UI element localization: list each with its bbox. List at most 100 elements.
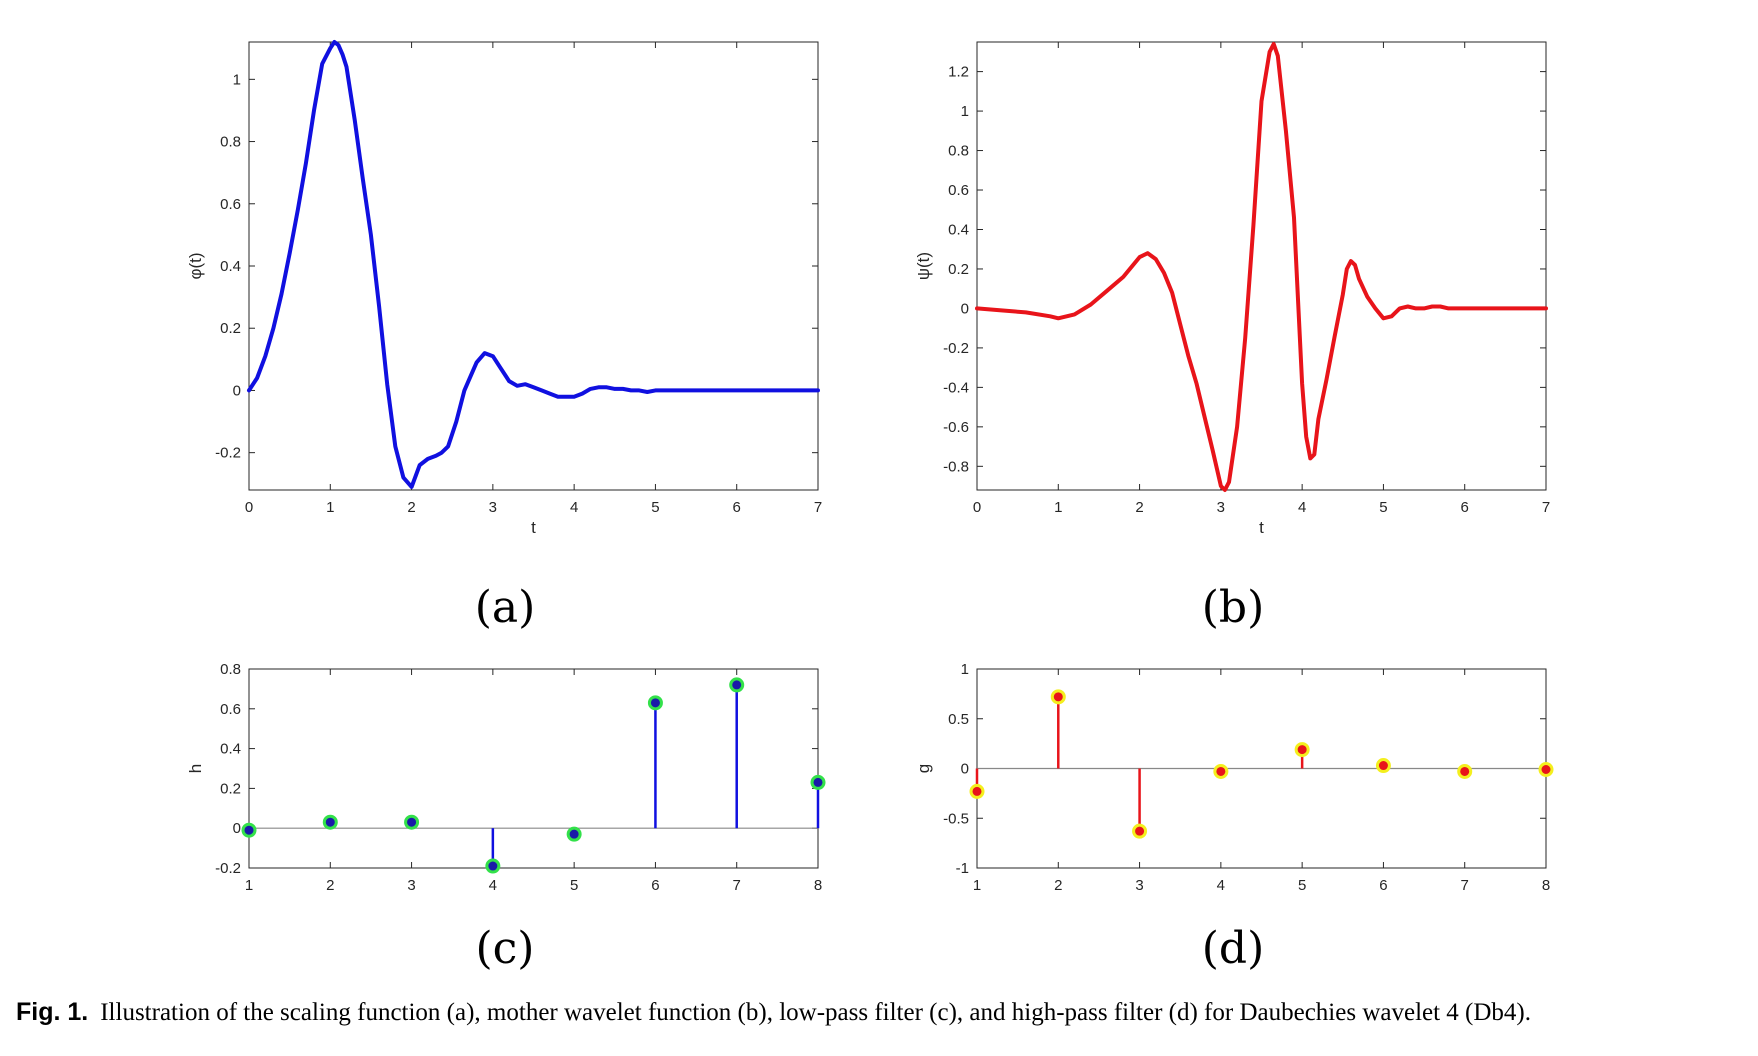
figure-plots: 0 1 2 3 4 5 6 7 -0.2 0 0.2 0.4 0.6 0.8 1 t φ(t) 0 1 2 3 4 5 6 7 -…: [186, 40, 1554, 894]
y-tick-label: 0.5: [948, 711, 969, 728]
panel-label-a: (a): [474, 582, 536, 633]
x-tick-label: 2: [1054, 877, 1062, 894]
stem-marker: [647, 695, 663, 711]
x-tick-label: 7: [1461, 877, 1469, 894]
y-tick-label: -0.2: [215, 445, 241, 462]
x-tick-label: 0: [245, 499, 253, 516]
caption-text: Illustration of the scaling function (a)…: [100, 999, 1532, 1026]
x-tick-label: 7: [814, 499, 822, 516]
stem-marker: [404, 814, 420, 830]
x-tick-label: 5: [651, 499, 659, 516]
stem-marker: [1538, 761, 1554, 777]
x-tick-label: 3: [1217, 499, 1225, 516]
x-tick-label: 2: [1135, 499, 1143, 516]
x-tick-label: 6: [733, 499, 741, 516]
stem-marker: [1132, 823, 1148, 839]
y-axis-label: φ(t): [186, 252, 205, 279]
plot-area-a: [248, 41, 819, 491]
plot-area-c: [248, 668, 819, 869]
chart-b: 0 1 2 3 4 5 6 7 -0.8 -0.6 -0.4 -0.2 0 0.2 0.4 0.6 0.8 1 1.…: [914, 41, 1550, 537]
x-tick-label: 5: [1298, 877, 1306, 894]
y-axis-label: ψ(t): [914, 252, 933, 280]
stem-marker: [566, 826, 582, 842]
y-tick-label: 0: [961, 761, 969, 778]
stem-marker: [729, 677, 745, 693]
y-tick-label: 1: [961, 103, 969, 120]
y-tick-label: 1: [233, 71, 241, 88]
y-tick-label: 0.8: [220, 661, 241, 678]
stem-marker: [1375, 758, 1391, 774]
x-tick-label: 2: [326, 877, 334, 894]
series-line-b: [975, 42, 1548, 492]
stem-marker: [810, 774, 826, 790]
y-tick-label: -0.8: [943, 458, 969, 475]
x-tick-label: 0: [973, 499, 981, 516]
panel-label-d: (d): [1201, 923, 1265, 974]
x-axis-label: t: [531, 518, 536, 537]
x-tick-label: 4: [1217, 877, 1225, 894]
x-tick-label: 1: [245, 877, 253, 894]
x-tick-label: 7: [1542, 499, 1550, 516]
y-axis-label: g: [914, 764, 933, 773]
x-tick-label: 4: [489, 877, 497, 894]
stem-marker: [322, 814, 338, 830]
chart-d: 1 2 3 4 5 6 7 8 -1 -0.5 0 0.5 1 g: [914, 661, 1554, 894]
y-tick-label: 0.4: [220, 258, 241, 275]
x-tick-label: 3: [489, 499, 497, 516]
y-tick-label: -0.4: [943, 379, 969, 396]
y-tick-label: 0.6: [220, 196, 241, 213]
x-tick-label: 4: [570, 499, 578, 516]
stem-marker: [1050, 689, 1066, 705]
y-tick-label: -0.5: [943, 810, 969, 827]
x-tick-label: 8: [1542, 877, 1550, 894]
x-tick-label: 6: [651, 877, 659, 894]
x-tick-label: 2: [407, 499, 415, 516]
stem-marker: [485, 858, 501, 874]
y-tick-label: 0.8: [220, 134, 241, 151]
stem-marker: [969, 783, 985, 799]
panel-label-b: (b): [1201, 582, 1265, 633]
stem-marker: [1213, 763, 1229, 779]
x-tick-label: 1: [973, 877, 981, 894]
x-tick-label: 3: [407, 877, 415, 894]
y-tick-label: 0.4: [220, 741, 241, 758]
series-line-a: [247, 40, 820, 489]
x-tick-label: 3: [1135, 877, 1143, 894]
y-tick-label: 0.6: [220, 701, 241, 718]
y-axis-label: h: [186, 764, 205, 773]
x-tick-label: 1: [326, 499, 334, 516]
y-tick-label: 0: [233, 820, 241, 837]
y-tick-label: 1: [961, 661, 969, 678]
stem-marker: [1294, 742, 1310, 758]
caption-label: Fig. 1.: [16, 998, 89, 1026]
y-tick-label: 0.4: [948, 221, 969, 238]
y-tick-label: -0.2: [943, 340, 969, 357]
y-tick-label: 0.8: [948, 143, 969, 160]
x-tick-label: 6: [1379, 877, 1387, 894]
y-tick-label: 0.2: [220, 320, 241, 337]
x-tick-label: 4: [1298, 499, 1306, 516]
y-tick-label: 0.6: [948, 182, 969, 199]
x-tick-label: 1: [1054, 499, 1062, 516]
panel-label-c: (c): [475, 923, 535, 974]
figure-caption: Fig. 1. Illustration of the scaling funct…: [16, 998, 1746, 1027]
y-tick-label: 0: [961, 300, 969, 317]
x-axis-label: t: [1259, 518, 1264, 537]
y-tick-label: -1: [956, 860, 969, 877]
y-tick-label: 1.2: [948, 64, 969, 81]
x-tick-label: 7: [733, 877, 741, 894]
y-tick-label: 0.2: [220, 780, 241, 797]
y-tick-label: -0.6: [943, 419, 969, 436]
y-tick-label: -0.2: [215, 860, 241, 877]
x-tick-label: 8: [814, 877, 822, 894]
y-tick-label: 0: [233, 382, 241, 399]
chart-a: 0 1 2 3 4 5 6 7 -0.2 0 0.2 0.4 0.6 0.8 1 t φ(t): [186, 40, 822, 537]
stem-marker: [241, 822, 257, 838]
stem-marker: [1457, 763, 1473, 779]
x-tick-label: 5: [570, 877, 578, 894]
x-tick-label: 5: [1379, 499, 1387, 516]
plot-area-b: [976, 41, 1547, 491]
x-tick-label: 6: [1461, 499, 1469, 516]
chart-c: 1 2 3 4 5 6 7 8 -0.2 0 0.2 0.4 0.6 0.8 h: [186, 661, 826, 894]
